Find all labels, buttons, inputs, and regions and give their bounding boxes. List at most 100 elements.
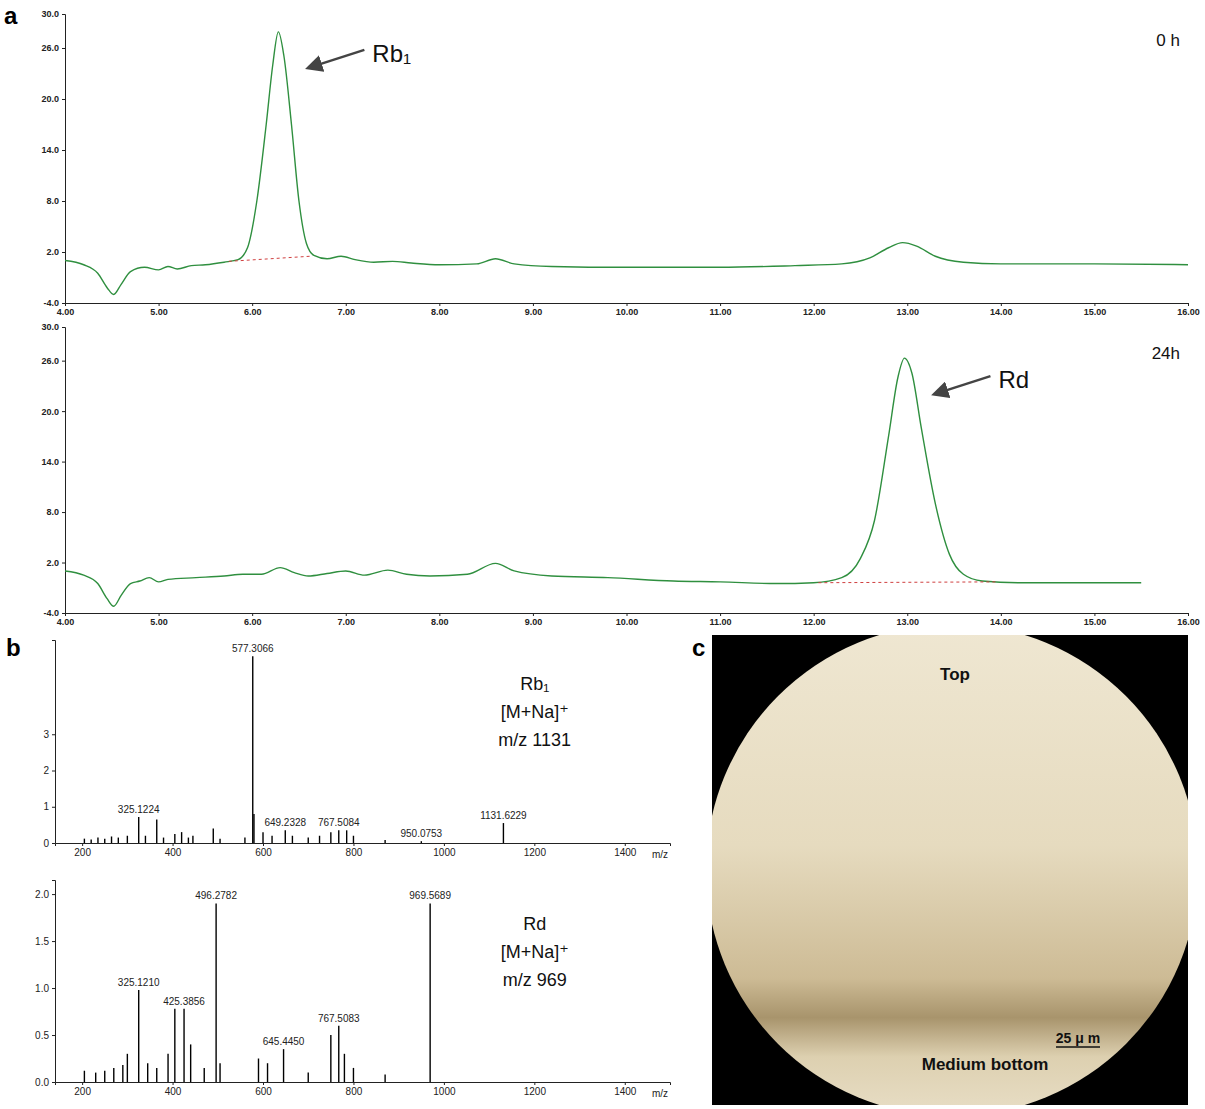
tick: 8.0	[46, 507, 65, 517]
tick: 8.00	[431, 303, 449, 317]
tick-label: 14.0	[41, 145, 59, 155]
tick: 1400	[614, 843, 637, 858]
tick: 20.0	[41, 406, 65, 416]
peak	[319, 836, 320, 843]
tick-label: 9.00	[525, 307, 543, 317]
axis-line	[56, 844, 671, 847]
tick: 1000	[433, 1082, 456, 1097]
tick-mark	[62, 462, 65, 463]
tick: 11.00	[710, 303, 732, 317]
tick: 2.0	[46, 558, 65, 568]
tick-label: 3	[43, 729, 49, 740]
tick: -4.0	[43, 608, 65, 618]
tick: 200	[74, 1082, 91, 1097]
axis-line	[62, 15, 66, 304]
tick-label: 9.00	[525, 617, 543, 627]
tick: 6.00	[244, 303, 262, 317]
tick: 30.0	[41, 9, 65, 19]
peak	[213, 829, 214, 844]
tick-label: 16.00	[1177, 307, 1200, 317]
tick-mark	[533, 303, 534, 306]
peak	[156, 819, 157, 843]
y-axis: -4.02.08.014.020.026.030.0	[41, 322, 65, 618]
tick-label: 4.00	[57, 307, 75, 317]
tick: 15.00	[1084, 303, 1107, 317]
tick-mark	[52, 807, 55, 808]
tick-mark	[627, 613, 628, 616]
peak-label: 1131.6229	[480, 810, 527, 821]
annotation: [M+Na]⁺	[501, 942, 569, 962]
peak	[192, 836, 193, 843]
plot-area	[84, 656, 503, 843]
peak	[163, 838, 164, 843]
peak	[84, 839, 85, 843]
tick-label: 1.5	[35, 936, 49, 947]
tick-label: 14.00	[990, 617, 1013, 627]
tick-mark	[52, 1082, 55, 1083]
peak-label: 496.2782	[195, 890, 237, 901]
tick-mark	[62, 150, 65, 151]
tick-label: 20.0	[41, 406, 59, 416]
tick-mark	[534, 1082, 535, 1085]
annotation: Rb₁	[372, 40, 411, 67]
axis-line	[66, 304, 1189, 307]
tick: 1000	[433, 843, 456, 858]
peak	[127, 836, 128, 843]
tick-label: 14.0	[41, 457, 59, 467]
tick-mark	[444, 1082, 445, 1085]
tick-label: 400	[165, 847, 182, 858]
peak	[219, 839, 220, 843]
tick-mark	[62, 99, 65, 100]
tick-label: 8.00	[431, 307, 449, 317]
peak-label: 950.0753	[400, 828, 442, 839]
peak-label: 767.5084	[318, 817, 360, 828]
peak	[384, 840, 385, 843]
axis-line	[52, 641, 56, 844]
tick-mark	[62, 252, 65, 253]
tick: 400	[165, 843, 182, 858]
peak	[84, 1071, 85, 1082]
tick-label: 200	[74, 847, 91, 858]
x-axis-title: m/z	[652, 849, 668, 860]
tick-mark	[814, 613, 815, 616]
peak	[267, 1063, 268, 1082]
trace	[65, 32, 1188, 295]
tick: 0.0	[35, 1077, 55, 1088]
tick: 0	[43, 838, 55, 849]
tick: 26.0	[41, 43, 65, 53]
chromatogram: 4.005.006.007.008.009.0010.0011.0012.001…	[41, 322, 1199, 627]
peak	[244, 838, 245, 843]
tick: 15.00	[1084, 613, 1107, 627]
tick: 13.00	[896, 613, 919, 627]
peak	[283, 1049, 284, 1082]
tick-label: 16.00	[1177, 617, 1200, 627]
tick-mark	[173, 1082, 174, 1085]
tick-mark	[907, 303, 908, 306]
axis-line	[66, 614, 1189, 617]
tick-mark	[252, 613, 253, 616]
tick: 4.00	[57, 303, 75, 317]
peak	[253, 814, 254, 843]
y-axis: 0.00.51.01.52.0	[35, 881, 55, 1088]
peak	[285, 830, 286, 843]
tick-label: 1400	[614, 847, 637, 858]
peak-label: 767.5083	[318, 1013, 360, 1024]
tick: 16.00	[1177, 303, 1200, 317]
tick-label: 10.00	[616, 617, 639, 627]
tick: 600	[255, 1082, 272, 1097]
tick-mark	[1094, 613, 1095, 616]
tick: 14.0	[41, 145, 65, 155]
figure: 4.005.006.007.008.009.0010.0011.0012.001…	[0, 0, 1205, 1109]
annotation: Rb₁	[520, 674, 549, 694]
peak	[503, 823, 504, 843]
tick-label: 8.00	[431, 617, 449, 627]
subtitle: 0 h	[1156, 31, 1180, 50]
peak	[181, 832, 182, 843]
peak	[174, 834, 175, 843]
peak	[258, 1059, 259, 1082]
peak	[118, 838, 119, 843]
tick-label: 20.0	[41, 94, 59, 104]
tick-mark	[346, 303, 347, 306]
peak	[111, 836, 112, 843]
peak	[308, 1073, 309, 1082]
